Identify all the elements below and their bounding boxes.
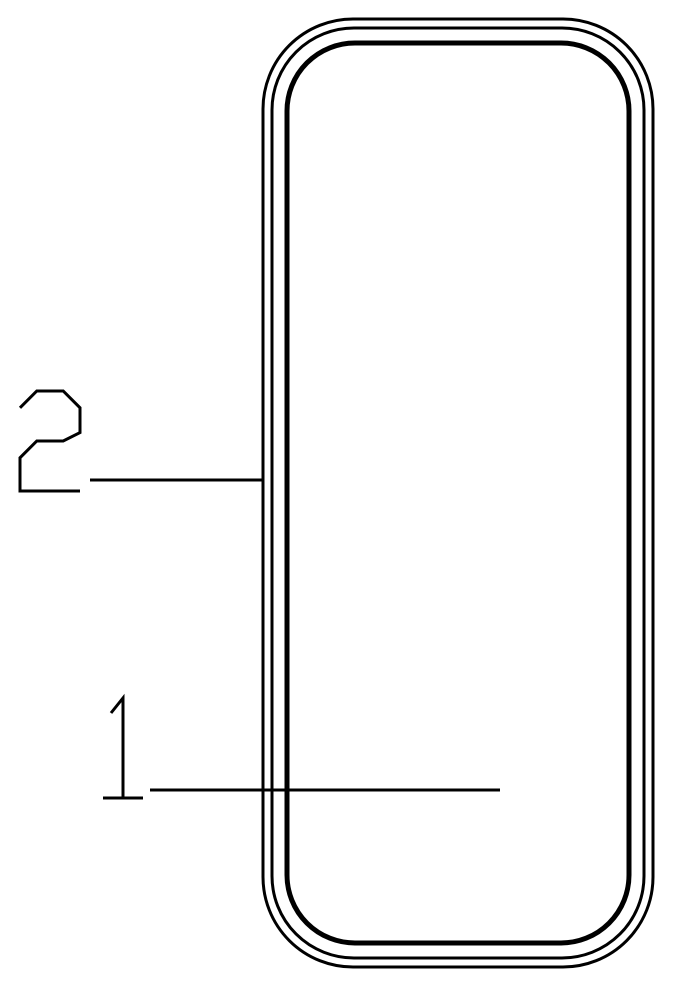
label-digit-2 <box>20 391 80 491</box>
inner-shell <box>287 43 629 943</box>
label-digit-1 <box>103 698 143 798</box>
cross-section-diagram <box>0 0 693 1000</box>
